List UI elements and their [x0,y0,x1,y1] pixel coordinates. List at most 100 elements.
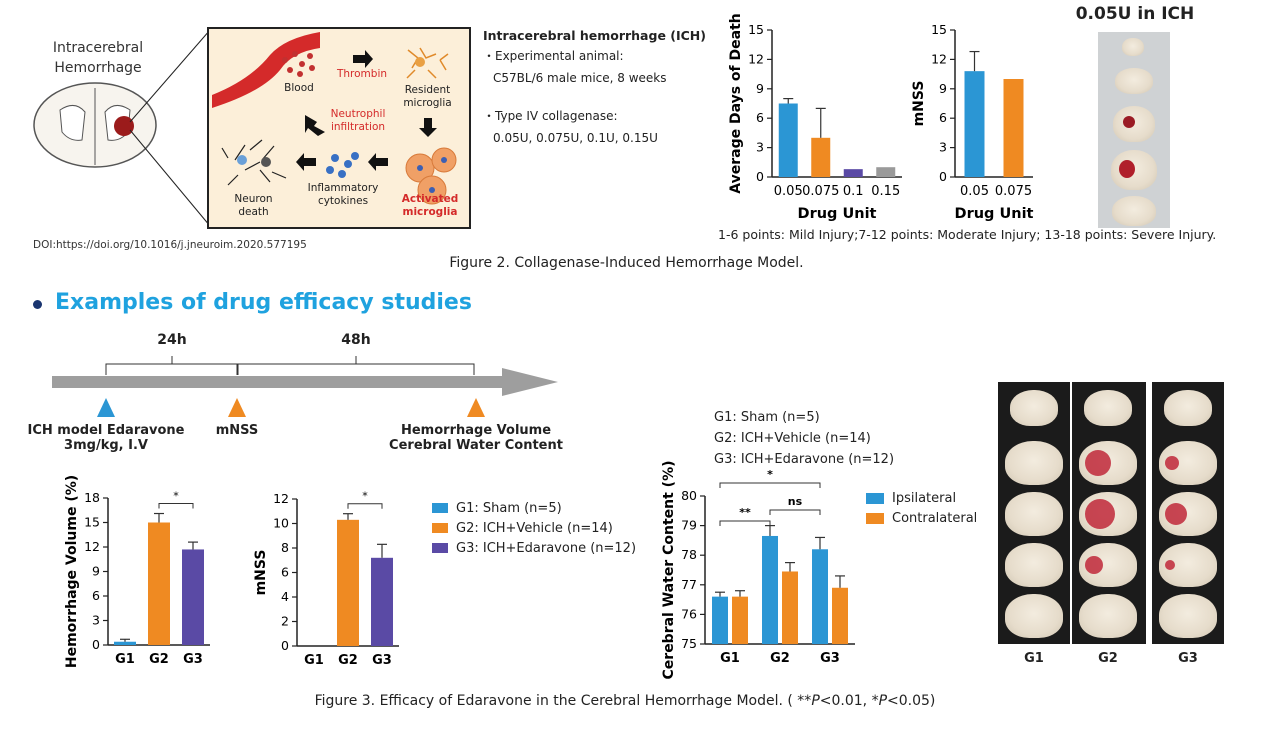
brain-slice [1005,441,1063,485]
figure3-caption-part2: <0.01, * [819,693,879,709]
x-axis-title: Drug Unit [955,206,1034,222]
hemorrhage-spot [1085,499,1115,529]
label-resident: Resident microglia [400,84,455,110]
timeline-duration-48h: 48h [341,332,371,348]
hemorrhage-spot [1085,556,1103,574]
brain-title: Intracerebral Hemorrhage [48,38,148,78]
brain-slice [1164,390,1212,426]
brain-slice [1159,441,1217,485]
legend-label-g2: G2: ICH+Vehicle (n=14) [456,520,613,536]
label-cytokines-2: cytokines [317,195,369,207]
y-tick-label: 10 [273,516,289,531]
brain-slice [1159,492,1217,536]
x-tick-label: G1 [115,652,135,667]
brain-slice [1084,390,1132,426]
legend-swatch-orange [432,523,448,533]
brain-title-line2: Hemorrhage [54,60,142,76]
y-tick-label: 15 [84,515,100,530]
legend-label-g1: G1: Sham (n=5) [456,500,562,516]
y-tick-label: 6 [939,110,947,125]
doi-text: DOI:https://doi.org/10.1016/j.jneuroim.2… [33,239,307,251]
significance-bracket [347,503,383,509]
bar-contralateral-G1 [732,596,748,644]
bar-0.15 [876,167,896,177]
label-neuron-1: Neuron [234,193,273,205]
cwc-legend-contra-label: Contralateral [892,510,978,526]
y-tick-label: 78 [681,547,697,562]
chart-hemorrhage-volume: 0 3 6 9 12 15 18 Hemorrhage Volume (%) G1 G2 G3 * [64,475,210,668]
legend-swatch-blue [432,503,448,513]
bar-contralateral-G2 [782,571,798,644]
legend-label-g3: G3: ICH+Edaravone (n=12) [456,540,637,556]
cwc-group-g2: G2: ICH+Vehicle (n=14) [714,431,871,446]
label-resident-2: microglia [403,97,452,109]
chart-mnss-groups: 0 2 4 6 8 10 12 mNSS G1 G2 G3 * [253,490,399,668]
timeline-mark-hemorrhage: Hemorrhage Volume Cerebral Water Content [384,423,568,453]
photo-label-g3: G3 [1178,651,1198,666]
y-tick-label: 18 [84,490,100,505]
brain-slice [1079,492,1137,536]
y-tick-label: 2 [281,614,289,629]
legend-item-g3: G3: ICH+Edaravone (n=12) [432,538,636,558]
cwc-legend-ipsilateral: Ipsilateral [866,488,977,508]
y-tick-label: 8 [281,540,289,555]
ich-info-line1: ・Experimental animal: [483,49,624,63]
timeline-mark-mnss: mNSS [215,423,259,438]
bar-G2 [148,522,170,645]
bar-0.075 [811,137,831,177]
figure3-caption: Figure 3. Efficacy of Edaravone in the C… [0,693,1250,709]
x-tick-label: 0.05 [960,184,989,199]
brain-slice [1079,441,1137,485]
brain-slices-photo-ich [1098,32,1170,228]
y-axis-title: mNSS [911,81,927,127]
photo-label-g2: G2 [1098,651,1118,666]
brain-slice [1005,492,1063,536]
bar-0.05 [778,103,798,177]
label-neuron: Neuron death [226,193,281,219]
x-tick-label: G3 [183,652,203,667]
timeline-mark-ich-model-2: 3mg/kg, I.V [64,438,148,453]
injury-note: 1-6 points: Mild Injury;7-12 points: Mod… [718,227,1217,242]
y-tick-label: 12 [84,539,100,554]
legend-swatch-purple [432,543,448,553]
x-tick-label: G3 [372,653,392,668]
y-tick-label: 0 [939,169,947,184]
y-tick-label: 3 [92,613,100,628]
y-axis-title: Cerebral Water Content (%) [661,461,677,680]
y-tick-label: 12 [273,491,289,506]
y-tick-label: 3 [756,140,764,155]
significance-label: * [362,490,368,503]
brain-slice [1159,594,1217,638]
y-tick-label: 6 [281,565,289,580]
y-axis-title: Average Days of Death [728,13,744,193]
bar-G3 [182,549,204,645]
cwc-group-text: G1: Sham (n=5) G2: ICH+Vehicle (n=14) G3… [714,407,894,470]
figure3-caption-part1: Figure 3. Efficacy of Edaravone in the C… [314,693,812,709]
label-blood: Blood [284,82,314,94]
x-tick-label: G1 [720,651,740,666]
label-activated-1: Activated [401,193,459,205]
ich-info: Intracerebral hemorrhage (ICH) ・Experime… [483,28,713,147]
figure3-caption-p2: P [878,693,888,709]
label-neutrophil-1: Neutrophil [330,108,386,120]
hemorrhage-spot [1165,503,1187,525]
chart-mnss-drug-unit: 0 3 6 9 12 15 mNSS Drug Unit 0.05 0.075 [911,22,1034,222]
bar-0.075 [1003,79,1024,177]
brain-slice [1010,390,1058,426]
bar-ipsilateral-G2 [762,535,778,644]
x-tick-label: 0.075 [802,184,839,199]
cwc-legend-contralateral: Contralateral [866,508,977,528]
y-tick-label: 80 [681,488,697,503]
bar-G2 [337,519,359,646]
label-neutrophil: Neutrophil infiltration [318,108,398,134]
significance-label: ns [788,495,803,508]
significance-bracket [769,509,821,515]
cwc-group-g1: G1: Sham (n=5) [714,410,820,425]
brain-slice [1079,543,1137,587]
y-axis-title: Hemorrhage Volume (%) [64,475,80,668]
bar-0.1 [843,169,863,177]
bar-G1 [114,641,136,645]
x-tick-label: G2 [770,651,790,666]
timeline-mark-hemorrhage-1: Hemorrhage Volume [400,423,552,438]
brain-slice [1005,594,1063,638]
